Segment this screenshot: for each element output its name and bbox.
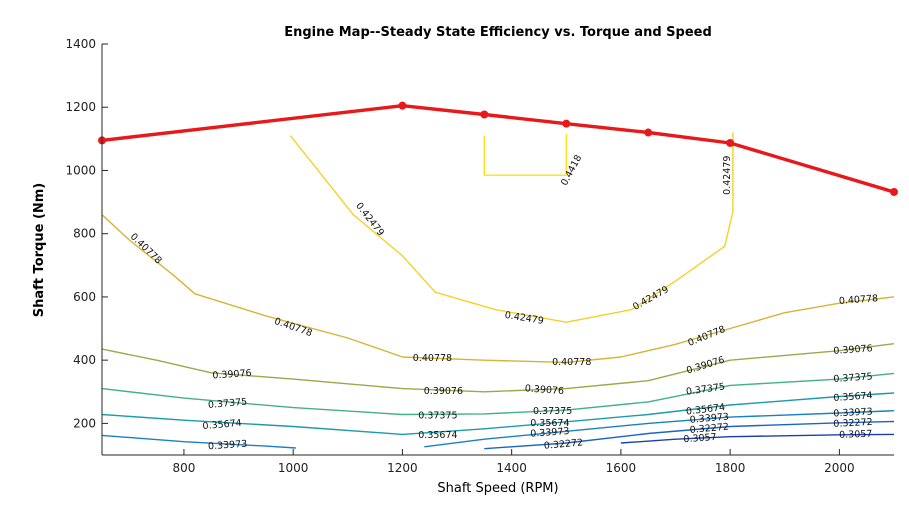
y-tick-label: 800 bbox=[73, 227, 96, 241]
contour-line bbox=[424, 410, 895, 448]
y-tick-label: 1400 bbox=[65, 37, 96, 51]
contour-label: 0.35674 bbox=[202, 418, 242, 432]
contour-label: 0.35674 bbox=[685, 402, 725, 418]
contour-label: 0.40778 bbox=[413, 353, 452, 364]
contour-label: 0.32272 bbox=[543, 437, 583, 451]
contour-label: 0.32272 bbox=[833, 417, 873, 430]
contour-line bbox=[483, 134, 567, 176]
x-tick-label: 1200 bbox=[387, 461, 418, 475]
contour-0.4418: 0.4418 bbox=[483, 134, 584, 188]
max-torque-curve bbox=[98, 101, 898, 196]
contour-label: 0.40778 bbox=[686, 324, 727, 349]
contour-label: 0.42479 bbox=[504, 310, 545, 327]
contour-label: 0.39076 bbox=[424, 386, 463, 397]
max-torque-line bbox=[101, 103, 895, 194]
contour-line bbox=[101, 343, 895, 393]
contour-label: 0.40778 bbox=[552, 357, 591, 368]
contour-0.40778: 0.40778 0.40778 0.40778 0.40778 0.40778 0.407… bbox=[101, 214, 895, 368]
x-tick-label: 1800 bbox=[715, 461, 746, 475]
max-torque-point bbox=[726, 138, 735, 147]
contour-line bbox=[101, 372, 895, 416]
max-torque-point bbox=[890, 187, 898, 196]
contour-label: 0.33973 bbox=[833, 406, 873, 419]
contour-0.33973: 0.33973 0.33973 0.33973 0.33973 bbox=[101, 406, 895, 453]
contour-line bbox=[484, 420, 895, 450]
contour-label: 0.39076 bbox=[833, 343, 873, 357]
contour-label: 0.4418 bbox=[559, 153, 584, 188]
contour-0.35674: 0.35674 0.35674 0.35674 0.35674 0.35674 bbox=[101, 390, 895, 441]
contour-0.3057: 0.3057 0.3057 bbox=[620, 429, 895, 445]
contour-label: 0.35674 bbox=[833, 390, 873, 404]
y-tick-label: 200 bbox=[73, 416, 96, 430]
chart-title: Engine Map--Steady State Efficiency vs. … bbox=[284, 25, 712, 40]
max-torque-point bbox=[398, 101, 407, 110]
x-tick-label: 2000 bbox=[824, 461, 855, 475]
x-tick-label: 1600 bbox=[606, 461, 637, 475]
contour-label: 0.39076 bbox=[212, 368, 252, 382]
contour-label: 0.35674 bbox=[530, 418, 569, 429]
contour-label: 0.39076 bbox=[524, 383, 564, 397]
contour-label: 0.33973 bbox=[208, 439, 248, 453]
y-tick-label: 400 bbox=[73, 353, 96, 367]
x-tick-label: 800 bbox=[172, 461, 195, 475]
contour-label: 0.3057 bbox=[683, 432, 717, 445]
x-axis-label: Shaft Speed (RPM) bbox=[437, 481, 558, 496]
y-tick-label: 1200 bbox=[65, 100, 96, 114]
contour-line bbox=[101, 214, 895, 364]
contour-label: 0.42479 bbox=[631, 284, 671, 313]
x-tick-label: 1000 bbox=[278, 461, 309, 475]
contour-0.37375: 0.37375 0.37375 0.37375 0.37375 0.37375 bbox=[101, 371, 895, 421]
contour-label: 0.33973 bbox=[530, 426, 570, 440]
contour-line bbox=[101, 392, 895, 436]
plot-area: 0.44180.424790.424790.424790.424790.4077… bbox=[98, 101, 898, 453]
max-torque-point bbox=[562, 119, 571, 128]
contour-label: 0.32272 bbox=[689, 422, 729, 436]
max-torque-point bbox=[480, 110, 489, 119]
contour-label: 0.37375 bbox=[685, 381, 725, 397]
contour-label: 0.40778 bbox=[273, 316, 314, 339]
y-tick-label: 600 bbox=[73, 290, 96, 304]
contour-label: 0.42479 bbox=[722, 156, 733, 195]
max-torque-point bbox=[644, 128, 653, 137]
contour-label: 0.3057 bbox=[839, 429, 873, 441]
contour-label: 0.37375 bbox=[208, 397, 248, 411]
contour-label: 0.37375 bbox=[533, 406, 572, 417]
contour-label: 0.35674 bbox=[418, 430, 457, 441]
y-tick-label: 1000 bbox=[65, 163, 96, 177]
contour-label: 0.37375 bbox=[833, 371, 873, 385]
contour-label: 0.39076 bbox=[685, 355, 726, 377]
y-axis-label: Shaft Torque (Nm) bbox=[32, 183, 47, 317]
contour-label: 0.37375 bbox=[418, 410, 457, 421]
contour-label: 0.33973 bbox=[689, 411, 729, 425]
contour-line bbox=[101, 434, 296, 449]
axis-ticks: 800 1000 1200 1400 1600 1800 2000 200 400 600 800 1… bbox=[65, 37, 854, 475]
contour-0.39076: 0.39076 0.39076 0.39076 0.39076 0.39076 bbox=[101, 343, 895, 397]
contour-line bbox=[289, 132, 734, 323]
contour-label: 0.40778 bbox=[839, 293, 879, 307]
contour-line bbox=[620, 433, 895, 444]
contour-label: 0.40778 bbox=[128, 231, 164, 266]
contour-0.32272: 0.32272 0.32272 0.32272 bbox=[484, 417, 895, 452]
x-tick-label: 1400 bbox=[496, 461, 527, 475]
